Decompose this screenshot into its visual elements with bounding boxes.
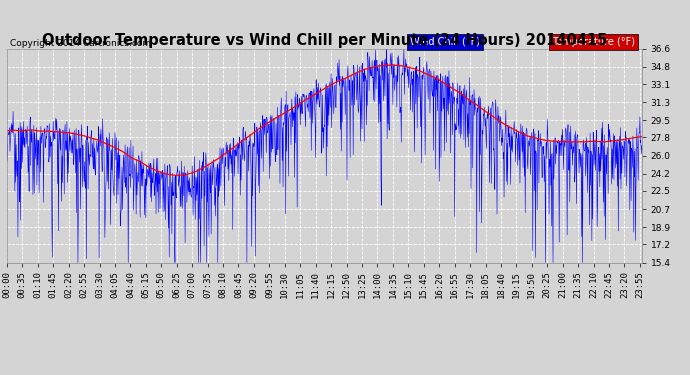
Text: Temperature (°F): Temperature (°F) xyxy=(553,37,635,46)
Text: Copyright 2014 Cartronics.com: Copyright 2014 Cartronics.com xyxy=(10,39,152,48)
Text: Wind Chill (°F): Wind Chill (°F) xyxy=(410,37,480,46)
Title: Outdoor Temperature vs Wind Chill per Minute (24 Hours) 20140415: Outdoor Temperature vs Wind Chill per Mi… xyxy=(41,33,607,48)
